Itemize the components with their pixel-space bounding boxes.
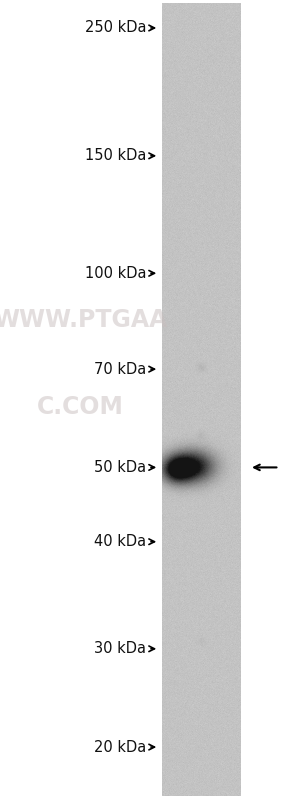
Text: 50 kDa: 50 kDa <box>94 460 146 475</box>
Text: WWW.PTGAA: WWW.PTGAA <box>0 308 168 332</box>
Text: 70 kDa: 70 kDa <box>94 362 146 376</box>
Text: C.COM: C.COM <box>37 396 124 419</box>
Text: 150 kDa: 150 kDa <box>85 149 146 163</box>
Text: 100 kDa: 100 kDa <box>85 266 146 280</box>
Text: 20 kDa: 20 kDa <box>94 740 146 754</box>
Text: 30 kDa: 30 kDa <box>94 642 146 656</box>
Text: 250 kDa: 250 kDa <box>85 21 146 35</box>
Text: 40 kDa: 40 kDa <box>94 535 146 549</box>
